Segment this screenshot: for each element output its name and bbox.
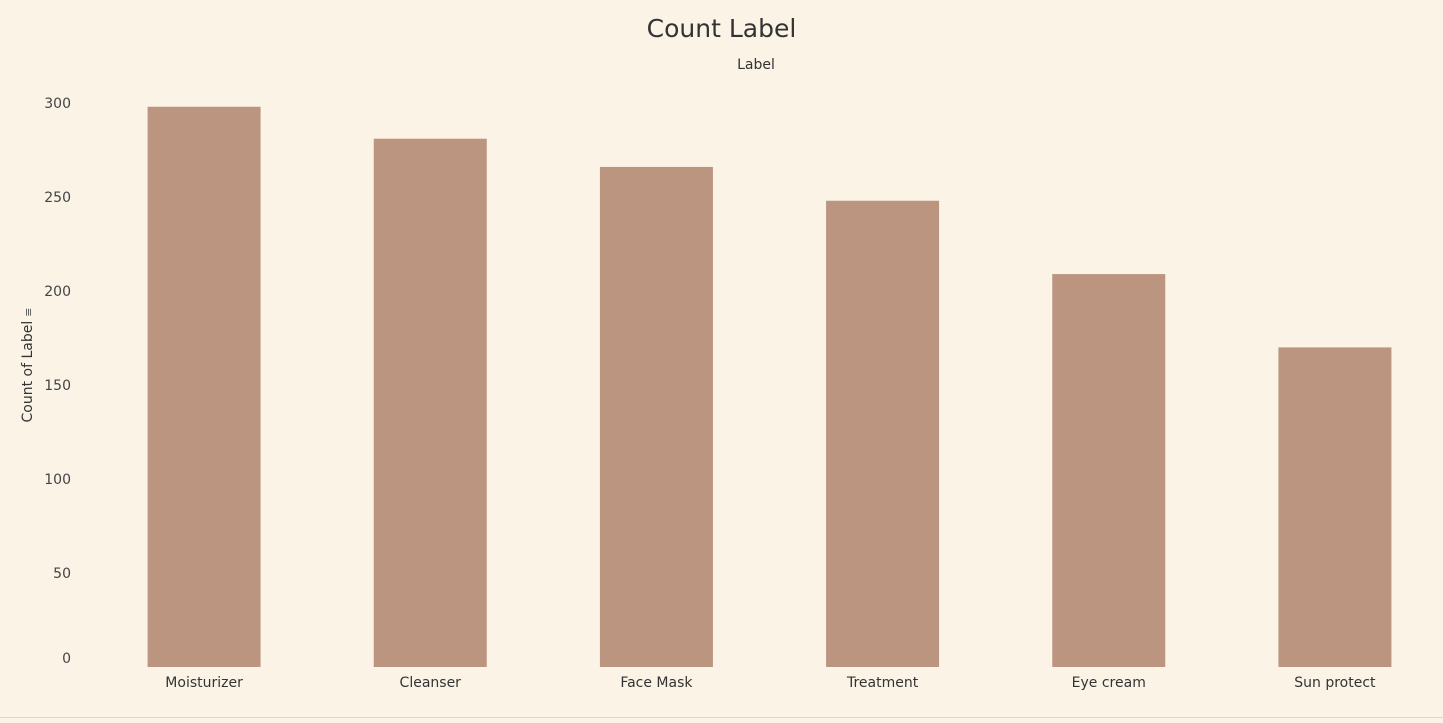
bottom-divider — [0, 717, 1443, 718]
x-category-label: Sun protect — [1294, 675, 1376, 691]
y-tick-label: 100 — [44, 472, 71, 488]
bar[interactable] — [826, 200, 940, 667]
y-tick-label: 200 — [44, 284, 71, 300]
y-tick-label: 50 — [53, 566, 71, 582]
x-category-label: Cleanser — [400, 675, 462, 691]
bar[interactable] — [599, 166, 713, 668]
x-category-label: Treatment — [846, 675, 919, 691]
y-tick-label: 250 — [44, 190, 71, 206]
y-tick-label: 300 — [44, 96, 71, 112]
bar[interactable] — [373, 138, 487, 668]
column-header: Label — [737, 57, 775, 73]
x-category-label: Eye cream — [1072, 675, 1146, 691]
x-category-label: Face Mask — [620, 675, 693, 691]
bar[interactable] — [1052, 274, 1166, 667]
x-category-label: Moisturizer — [165, 675, 243, 691]
bar[interactable] — [1278, 347, 1392, 667]
y-tick-label: 0 — [62, 651, 71, 667]
bar[interactable] — [147, 106, 261, 667]
chart-title: Count Label — [646, 14, 797, 43]
y-tick-label: 150 — [44, 378, 71, 394]
